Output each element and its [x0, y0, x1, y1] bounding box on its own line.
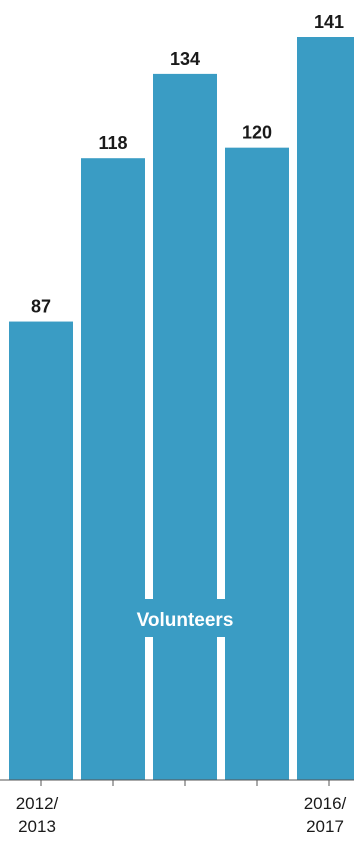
bar-2015-2016 [225, 147, 289, 781]
bars-group [9, 37, 354, 781]
bar-value-label: 134 [170, 49, 200, 69]
x-tick-label: 2017 [306, 817, 344, 836]
x-tick-label: 2016/ [304, 794, 347, 813]
x-axis-ticks: 2012/2013 2016/2017 [16, 780, 347, 836]
bar-value-labels: 87 118 134 120 141 [31, 12, 344, 317]
series-label-background [119, 599, 251, 637]
x-tick-label: 2013 [18, 817, 56, 836]
bar-value-label: 141 [314, 12, 344, 32]
bar-2016-2017 [297, 37, 354, 780]
bar-2013-2014 [81, 158, 145, 780]
series-label-volunteers: Volunteers [137, 610, 234, 631]
bar-2012-2013 [9, 321, 73, 780]
bar-2014-2015 [153, 73, 217, 780]
bar-value-label: 118 [98, 133, 127, 153]
x-tick-label: 2012/ [16, 794, 59, 813]
bar-value-label: 87 [31, 297, 51, 317]
bar-value-label: 120 [242, 123, 272, 143]
